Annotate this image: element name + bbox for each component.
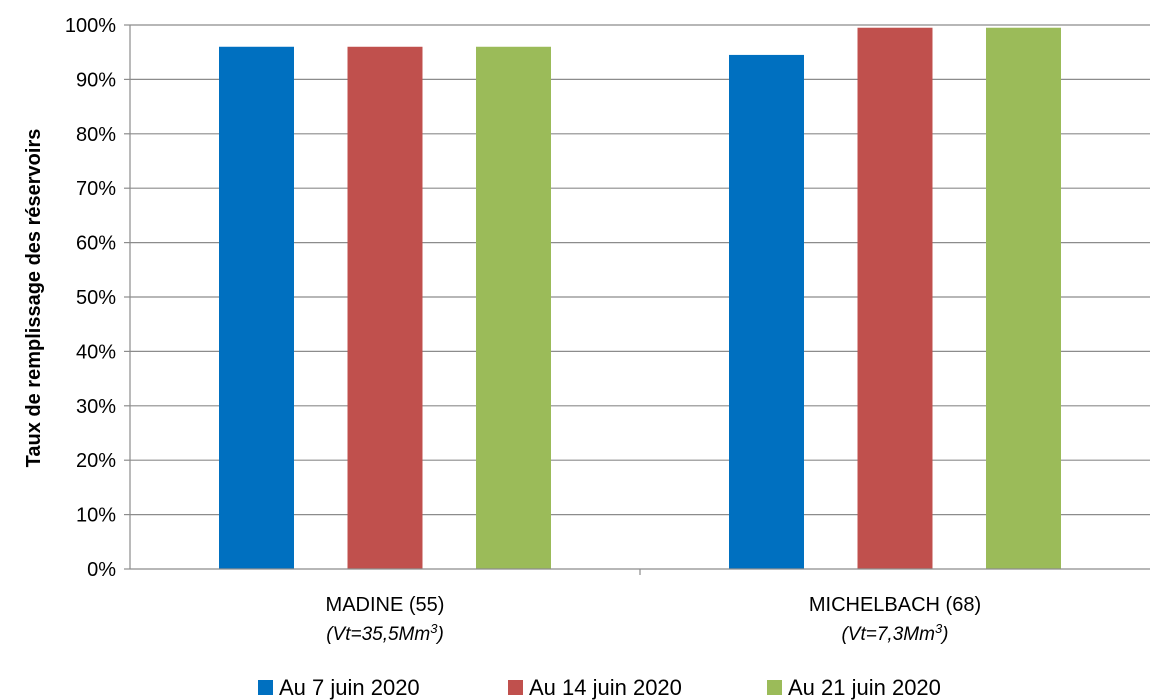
- legend-label: Au 14 juin 2020: [529, 675, 682, 700]
- category-labels: MADINE (55) (Vt=35,5Mm3) MICHELBACH (68) (V…: [326, 594, 982, 645]
- gridlines: [130, 24, 1150, 516]
- y-tick-label: 50%: [76, 287, 116, 309]
- legend-label: Au 7 juin 2020: [279, 675, 420, 700]
- legend-swatch: [767, 680, 782, 695]
- y-tick-label: 70%: [76, 178, 116, 200]
- y-tick-label: 0%: [87, 559, 116, 581]
- y-tick-label: 100%: [65, 15, 116, 37]
- bar: [729, 54, 804, 570]
- y-tick-label: 30%: [76, 396, 116, 418]
- legend-swatch: [258, 680, 273, 695]
- bar: [986, 27, 1061, 570]
- bar: [219, 46, 294, 569]
- y-axis-label: Taux de remplissage des réservoirs: [23, 129, 45, 468]
- legend: Au 7 juin 2020 Au 14 juin 2020 Au 21 juin …: [258, 675, 941, 700]
- y-tick-label: 60%: [76, 233, 116, 255]
- x-axis: [129, 25, 1150, 575]
- category-sublabel: (Vt=35,5Mm3): [326, 621, 444, 646]
- category-sublabel: (Vt=7,3Mm3): [841, 621, 948, 646]
- y-tick-label: 20%: [76, 450, 116, 472]
- bar: [476, 46, 551, 569]
- category-label: MICHELBACH (68): [809, 594, 981, 616]
- y-tick-label: 10%: [76, 505, 116, 527]
- legend-label: Au 21 juin 2020: [788, 675, 941, 700]
- y-tick-label: 90%: [76, 69, 116, 91]
- bar: [347, 46, 423, 569]
- y-axis-ticks: 0% 10% 20% 30% 40% 50% 60% 70% 80% 90% 100%: [65, 15, 130, 581]
- bar: [857, 27, 933, 570]
- y-tick-label: 40%: [76, 341, 116, 363]
- y-tick-label: 80%: [76, 124, 116, 146]
- category-label: MADINE (55): [326, 594, 445, 616]
- bars: [219, 27, 1061, 570]
- legend-swatch: [508, 680, 523, 695]
